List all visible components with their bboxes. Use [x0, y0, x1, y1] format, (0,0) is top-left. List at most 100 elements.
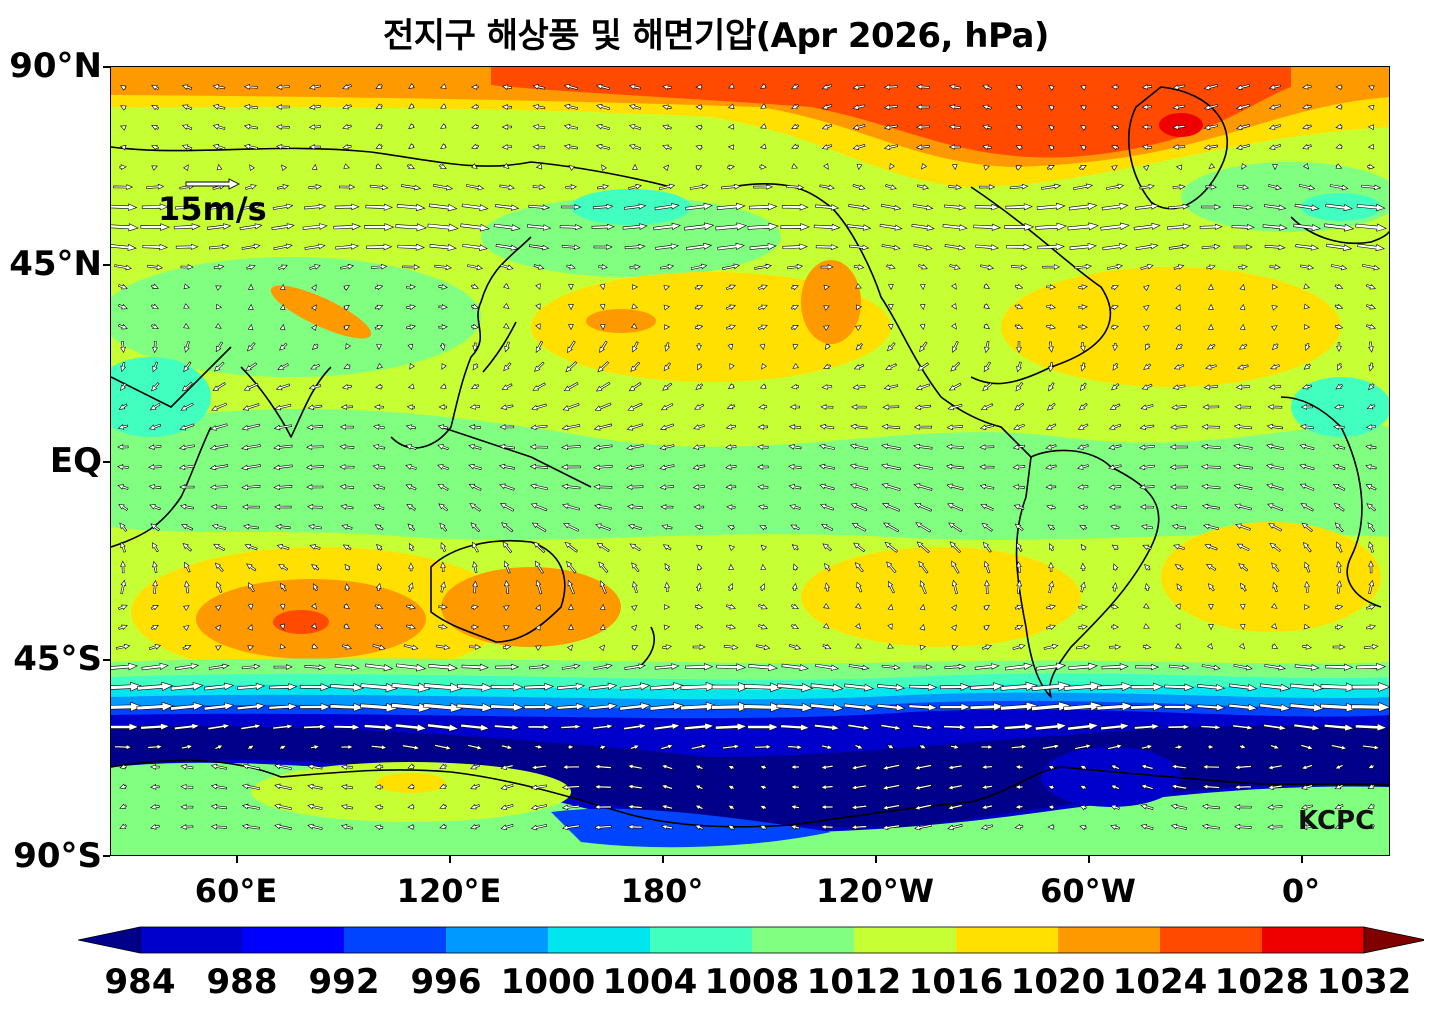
wind-vectors	[111, 83, 1389, 831]
wind-arrow	[152, 361, 159, 373]
wind-arrow	[1080, 562, 1086, 572]
wind-arrow	[438, 304, 448, 310]
wind-arrow	[1140, 524, 1153, 530]
wind-arrow	[471, 123, 479, 130]
wind-arrow	[308, 523, 322, 530]
wind-arrow	[1130, 682, 1164, 692]
wind-arrow	[1268, 523, 1283, 532]
wind-arrow	[341, 384, 352, 390]
wind-arrow	[423, 702, 464, 713]
wind-arrow	[1238, 343, 1248, 350]
wind-arrow	[279, 745, 287, 751]
wind-arrow	[215, 605, 222, 611]
wind-arrow	[178, 464, 195, 471]
wind-arrow	[1238, 264, 1248, 270]
wind-arrow	[855, 325, 862, 331]
wind-arrow	[628, 84, 642, 90]
wind-arrow	[1304, 342, 1311, 352]
wind-arrow	[743, 682, 783, 693]
wind-arrow	[1302, 123, 1312, 130]
wind-arrow	[179, 423, 195, 431]
wind-arrow	[501, 144, 512, 150]
wind-arrow	[821, 144, 833, 150]
wind-arrow	[434, 744, 452, 751]
wind-arrow	[1299, 423, 1314, 430]
wind-arrow	[500, 824, 514, 831]
wind-arrow	[524, 682, 555, 691]
wind-arrow	[695, 144, 703, 151]
wind-arrow	[119, 783, 127, 790]
wind-arrow	[1073, 183, 1094, 191]
wind-arrow	[1108, 444, 1122, 450]
wind-arrow	[1140, 263, 1154, 270]
wind-arrow	[659, 444, 675, 451]
wind-arrow	[595, 103, 610, 110]
wind-arrow	[532, 84, 546, 90]
wind-arrow	[403, 644, 419, 651]
wind-arrow	[240, 444, 261, 451]
wind-arrow	[561, 804, 580, 811]
wind-arrow	[950, 743, 960, 750]
wind-arrow	[535, 283, 541, 290]
wind-arrow	[1235, 84, 1250, 91]
wind-arrow	[1368, 341, 1374, 353]
wind-arrow	[951, 604, 957, 611]
wind-arrow	[1175, 623, 1181, 630]
wind-arrow	[1335, 163, 1343, 169]
wind-arrow	[727, 524, 735, 531]
wind-arrow	[1109, 644, 1122, 650]
wind-arrow	[627, 402, 643, 411]
wind-arrow	[725, 284, 736, 290]
wind-arrow	[824, 582, 831, 592]
ne-pacific-high-core	[801, 260, 861, 344]
wind-arrow	[1170, 823, 1188, 830]
wind-arrow	[529, 463, 549, 470]
wind-arrow	[889, 163, 895, 170]
wind-arrow	[791, 123, 800, 129]
wind-arrow	[595, 523, 611, 531]
wind-arrow	[631, 323, 638, 329]
wind-arrow	[395, 223, 427, 232]
wind-arrow	[439, 383, 447, 389]
lon-label-120w: 120°W	[815, 872, 935, 910]
wind-arrow	[501, 104, 512, 110]
wind-arrow	[690, 743, 708, 750]
wind-arrow	[406, 284, 416, 290]
wind-arrow	[1201, 204, 1222, 210]
wind-arrow	[1302, 143, 1312, 150]
wind-arrow	[530, 764, 547, 771]
wind-arrow	[561, 764, 580, 770]
wind-arrow	[792, 343, 799, 351]
wind-arrow	[1078, 504, 1088, 510]
wind-arrow	[111, 701, 144, 712]
wind-arrow	[568, 304, 574, 311]
wind-arrow	[726, 604, 736, 610]
wind-arrow	[1141, 124, 1152, 130]
wind-arrow	[149, 504, 161, 511]
wind-arrow	[1262, 224, 1288, 231]
wind-arrow	[694, 284, 704, 291]
wind-arrow	[1259, 703, 1291, 712]
colorbar-tick-label: 988	[206, 962, 278, 1002]
wind-arrow	[662, 124, 672, 131]
wind-arrow	[1145, 343, 1151, 351]
arctic-high-core	[491, 67, 1291, 158]
wind-arrow	[631, 645, 639, 651]
wind-arrow	[943, 724, 968, 731]
wind-arrow	[947, 764, 963, 771]
wind-arrow	[241, 763, 260, 770]
wind-arrow	[340, 744, 354, 750]
wind-arrow	[407, 343, 414, 351]
wind-arrow	[273, 243, 293, 250]
wind-arrow	[1201, 783, 1220, 790]
wind-arrow	[1201, 243, 1221, 250]
wind-arrow	[1111, 165, 1118, 171]
wind-arrow	[595, 381, 611, 392]
wind-arrow	[596, 542, 610, 552]
wind-arrow	[1302, 542, 1312, 553]
wind-arrow	[788, 484, 802, 490]
wind-arrow	[117, 444, 129, 450]
wind-arrow	[823, 325, 830, 331]
wind-arrow	[1367, 783, 1375, 789]
wind-arrow	[148, 464, 162, 470]
